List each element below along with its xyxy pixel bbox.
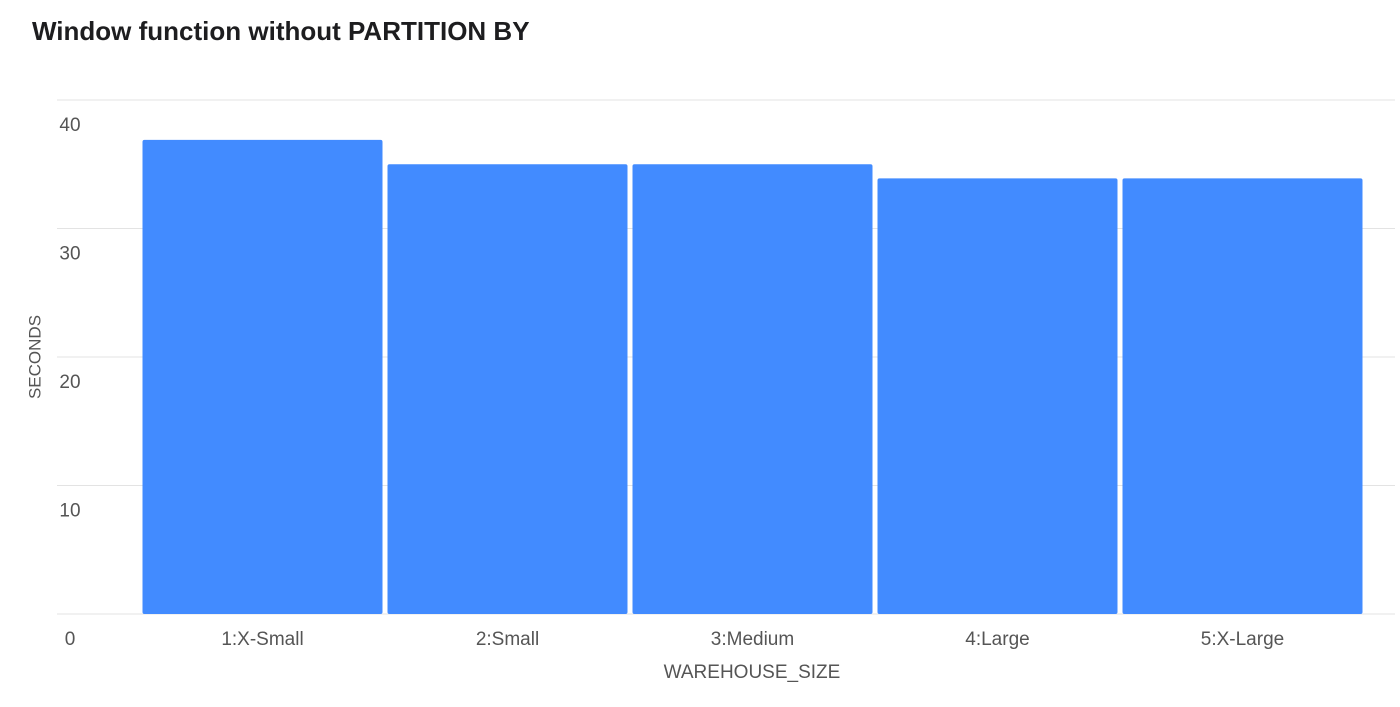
bar [877,178,1118,614]
x-axis-label: WAREHOUSE_SIZE [664,662,841,683]
x-tick-label: 1:X-Small [221,629,303,650]
y-tick-label: 40 [59,115,80,136]
bar [387,164,628,614]
bar [1122,178,1363,614]
x-tick-label: 5:X-Large [1201,629,1284,650]
x-tick-label: 3:Medium [711,629,794,650]
bar [632,164,873,614]
y-tick-label: 30 [59,244,80,265]
y-tick-label: 0 [65,629,76,650]
y-axis-label: SECONDS [25,315,44,399]
y-tick-label: 20 [59,372,80,393]
x-tick-label: 2:Small [476,629,539,650]
y-tick-label: 10 [59,501,80,522]
x-tick-label: 4:Large [965,629,1029,650]
bar [142,139,383,614]
chart-title: Window function without PARTITION BY [32,16,530,46]
